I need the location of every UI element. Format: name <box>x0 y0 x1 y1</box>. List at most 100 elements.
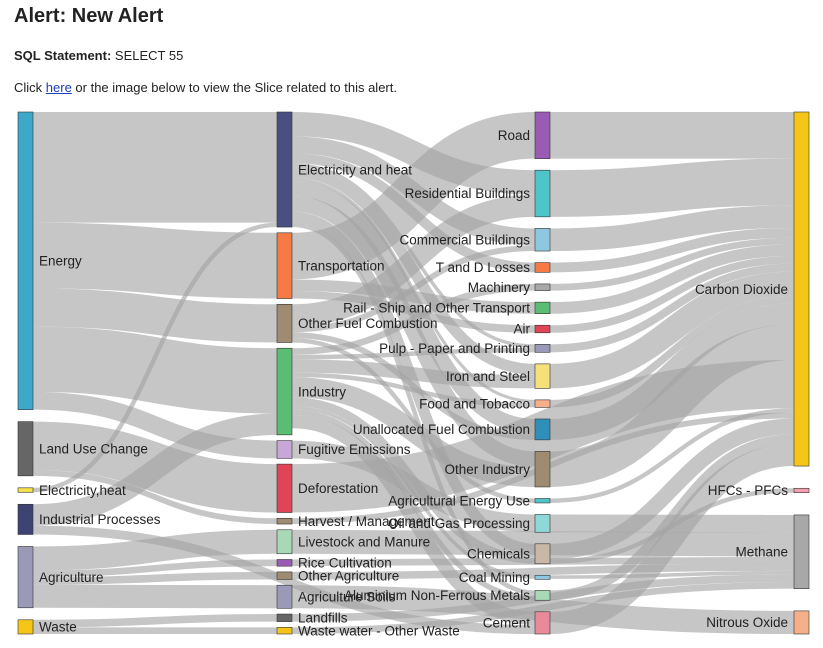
sankey-node[interactable] <box>276 463 293 513</box>
sankey-link[interactable] <box>32 571 278 585</box>
sankey-node[interactable] <box>534 590 551 601</box>
sankey-node-label: HFCs - PFCs <box>708 483 788 498</box>
sankey-node[interactable] <box>793 610 810 635</box>
sankey-node[interactable] <box>276 517 293 525</box>
sankey-node[interactable] <box>276 232 293 299</box>
sankey-node[interactable] <box>534 575 551 580</box>
sankey-node[interactable] <box>534 169 551 218</box>
sankey-node[interactable] <box>534 363 551 389</box>
sankey-node[interactable] <box>534 399 551 408</box>
sankey-link[interactable] <box>291 111 536 195</box>
sankey-node[interactable] <box>276 571 293 580</box>
sankey-node-label: Waste <box>39 620 77 635</box>
sankey-node-label: Road <box>498 128 530 143</box>
sankey-link[interactable] <box>549 443 795 634</box>
sankey-node-label: Machinery <box>468 280 531 295</box>
sankey-link[interactable] <box>549 205 795 252</box>
sankey-link[interactable] <box>549 227 795 273</box>
sankey-link[interactable] <box>32 222 278 493</box>
sankey-node-label: Commercial Buildings <box>399 232 530 247</box>
sankey-node-label: Agricultural Energy Use <box>388 493 530 508</box>
sankey-node[interactable] <box>276 613 293 622</box>
sankey-link[interactable] <box>549 158 795 217</box>
sankey-node[interactable] <box>276 529 293 555</box>
sankey-node-label: Air <box>514 322 531 337</box>
sankey-node-label: Unallocated Fuel Combustion <box>353 422 530 437</box>
sankey-link[interactable] <box>291 279 536 314</box>
sankey-node[interactable] <box>534 111 551 159</box>
sankey-node[interactable] <box>276 584 293 609</box>
sankey-link[interactable] <box>549 408 795 503</box>
sankey-node[interactable] <box>276 111 293 228</box>
sankey-node[interactable] <box>17 487 34 493</box>
sankey-link[interactable] <box>291 359 536 389</box>
sankey-node[interactable] <box>276 440 293 459</box>
sankey-link[interactable] <box>291 529 795 557</box>
sankey-link[interactable] <box>549 263 795 353</box>
sankey-node[interactable] <box>534 418 551 441</box>
sankey-node[interactable] <box>276 303 293 343</box>
sankey-node[interactable] <box>17 421 34 477</box>
sankey-link[interactable] <box>291 372 536 408</box>
sankey-link[interactable] <box>549 255 795 333</box>
sankey-link[interactable] <box>549 271 795 389</box>
sankey-node[interactable] <box>534 324 551 334</box>
sql-label: SQL Statement: <box>14 48 112 63</box>
sankey-node[interactable] <box>17 546 34 609</box>
sankey-node[interactable] <box>793 487 810 494</box>
sankey-node[interactable] <box>17 111 34 410</box>
sankey-link[interactable] <box>32 584 278 609</box>
sankey-node-label: Cement <box>483 616 531 631</box>
sankey-node[interactable] <box>534 301 551 314</box>
sankey-link[interactable] <box>291 111 536 280</box>
sankey-link[interactable] <box>291 290 536 333</box>
sankey-link[interactable] <box>32 288 278 343</box>
sankey-node[interactable] <box>534 543 551 565</box>
sankey-node-label: Other Fuel Combustion <box>298 316 438 331</box>
sankey-node[interactable] <box>276 627 293 635</box>
sankey-link[interactable] <box>291 409 536 601</box>
sankey-link[interactable] <box>291 563 795 580</box>
sankey-node[interactable] <box>17 619 34 635</box>
sankey-link[interactable] <box>291 245 536 333</box>
sankey-link[interactable] <box>549 324 795 487</box>
sankey-node[interactable] <box>534 228 551 252</box>
sankey-node[interactable] <box>17 503 34 535</box>
sankey-link[interactable] <box>549 434 795 601</box>
page-title: Alert: New Alert <box>14 5 164 27</box>
sankey-link[interactable] <box>32 326 278 414</box>
sankey-link[interactable] <box>291 582 795 634</box>
sankey-node[interactable] <box>534 498 551 504</box>
sankey-link[interactable] <box>549 418 795 560</box>
sankey-link[interactable] <box>32 614 278 628</box>
sankey-link[interactable] <box>549 237 795 291</box>
sankey-node[interactable] <box>534 451 551 488</box>
sankey-link[interactable] <box>549 244 795 314</box>
sankey-node[interactable] <box>793 514 810 589</box>
sankey-link[interactable] <box>549 570 795 579</box>
sankey-node-label: Energy <box>39 254 82 269</box>
sankey-link[interactable] <box>32 559 278 578</box>
sankey-link[interactable] <box>291 347 536 360</box>
sankey-link[interactable] <box>291 194 536 327</box>
sankey-node[interactable] <box>534 611 551 635</box>
sankey-link[interactable] <box>32 391 278 459</box>
sankey-node[interactable] <box>534 262 551 273</box>
sankey-link[interactable] <box>291 180 536 435</box>
sankey-node[interactable] <box>534 514 551 533</box>
sankey-node[interactable] <box>534 344 551 353</box>
sankey-node[interactable] <box>793 111 810 467</box>
sankey-link[interactable] <box>549 303 795 440</box>
sankey-nodes: Energy Land Use Change Electricity,heat Ind… <box>17 111 810 638</box>
sankey-node[interactable] <box>534 283 551 291</box>
sankey-link[interactable] <box>32 413 278 526</box>
sankey-node[interactable] <box>276 559 293 567</box>
sankey-link[interactable] <box>291 283 536 355</box>
sankey-link[interactable] <box>32 529 278 571</box>
sankey-link[interactable] <box>32 222 278 299</box>
slice-link[interactable]: here <box>45 80 72 95</box>
sankey-node[interactable] <box>276 347 293 436</box>
sankey-link[interactable] <box>549 295 795 408</box>
sankey-node-label: Other Agriculture <box>298 568 399 583</box>
